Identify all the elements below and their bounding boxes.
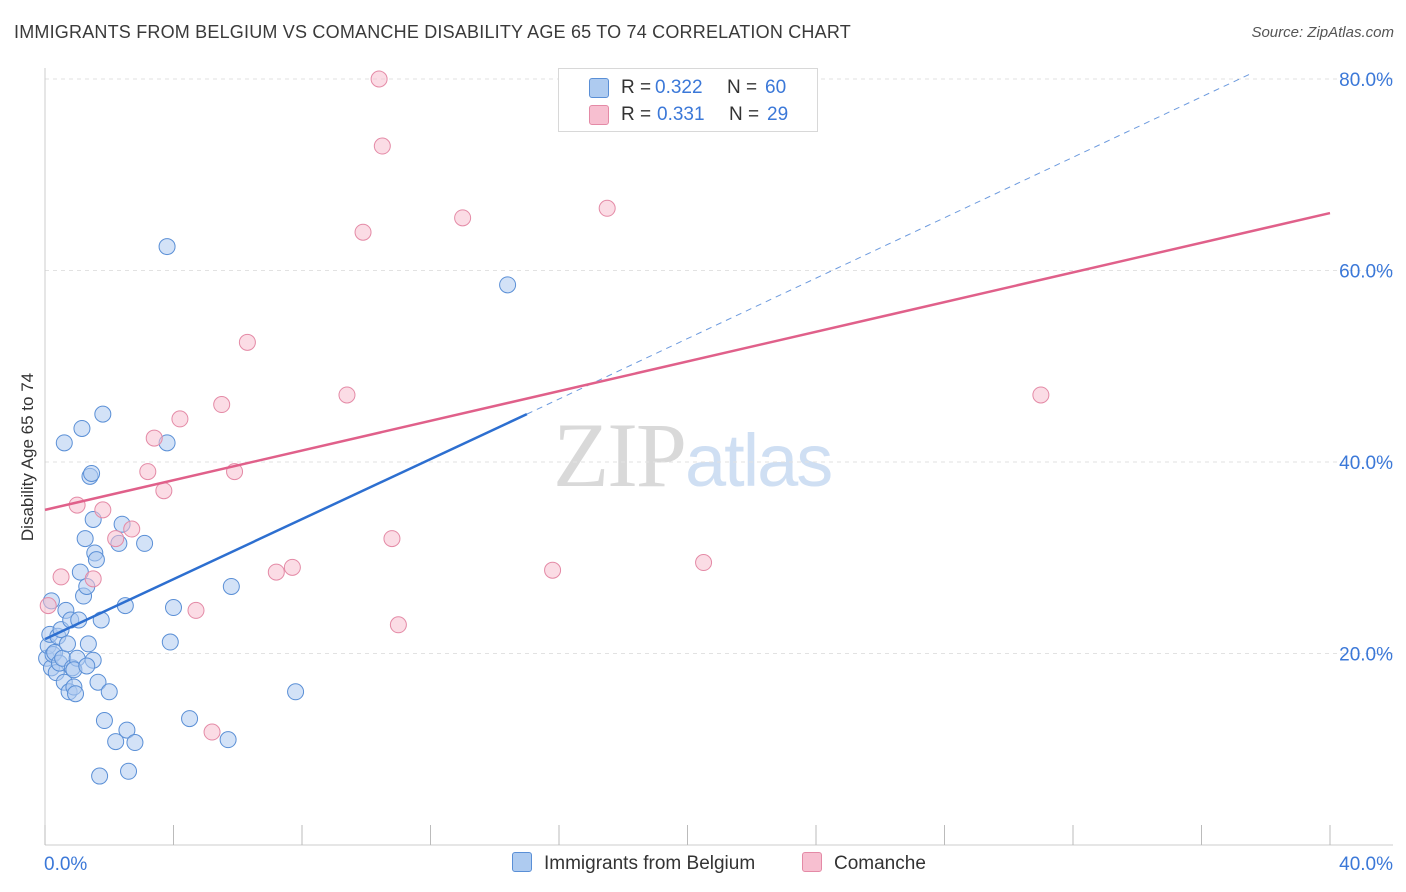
belgium-point — [91, 767, 109, 785]
watermark: ZIPatlas — [553, 402, 833, 508]
belgium-point — [158, 238, 176, 256]
comanche-point — [354, 223, 372, 241]
comanche-point — [139, 463, 157, 481]
bottom-legend-label: Comanche — [834, 853, 926, 874]
comanche-point — [39, 597, 57, 615]
belgium-point — [126, 734, 144, 752]
belgium-point — [499, 276, 517, 294]
belgium-point — [222, 577, 240, 595]
comanche-point — [68, 496, 86, 514]
legend-swatch-pink — [589, 105, 609, 125]
belgium-point — [67, 685, 85, 703]
belgium-point — [287, 683, 305, 701]
comanche-point — [107, 530, 125, 548]
belgium-point — [87, 551, 105, 569]
legend-r-value: 0.331 — [657, 104, 705, 125]
legend-r-value: 0.322 — [655, 77, 703, 98]
source-label: Source: ZipAtlas.com — [1251, 24, 1394, 41]
belgium-point — [100, 683, 118, 701]
legend-n-value: 60 — [765, 77, 787, 98]
belgium-trend-line — [44, 412, 528, 641]
y-tick-label: 20.0% — [1339, 645, 1393, 666]
comanche-point — [338, 386, 356, 404]
bottom-legend-swatch-pink — [802, 852, 822, 872]
y-tick-label: 80.0% — [1339, 70, 1393, 91]
x-tick-label: 0.0% — [44, 854, 87, 875]
legend-row-belgium: R = 0.322 N = 60 — [559, 73, 817, 101]
comanche-point — [84, 570, 102, 588]
comanche-point — [203, 723, 221, 741]
comanche-point — [267, 563, 285, 581]
belgium-point — [73, 419, 91, 437]
legend-n-label: N = — [729, 104, 760, 125]
y-tick-label: 40.0% — [1339, 453, 1393, 474]
comanche-point — [695, 554, 713, 572]
watermark-atlas: atlas — [685, 419, 833, 502]
belgium-point — [58, 635, 76, 653]
belgium-point — [219, 731, 237, 749]
legend-r-label: R = — [621, 104, 652, 125]
comanche-point — [1032, 386, 1050, 404]
belgium-point — [136, 534, 154, 552]
comanche-point — [145, 429, 163, 447]
comanche-point — [454, 209, 472, 227]
x-tick-label: 40.0% — [1339, 854, 1393, 875]
bottom-legend-belgium: Immigrants from Belgium — [512, 852, 755, 875]
bottom-legend-swatch-blue — [512, 852, 532, 872]
comanche-point — [52, 568, 70, 586]
belgium-point — [120, 762, 138, 780]
belgium-point — [79, 635, 97, 653]
comanche-point — [155, 482, 173, 500]
correlation-legend: R = 0.322 N = 60 R = 0.331 N = 29 — [558, 68, 818, 132]
belgium-point — [83, 464, 101, 482]
legend-n-label: N = — [727, 77, 758, 98]
comanche-point — [370, 70, 388, 88]
comanche-point — [389, 616, 407, 634]
comanche-point — [598, 199, 616, 217]
comanche-point — [383, 530, 401, 548]
y-tick-label: 60.0% — [1339, 262, 1393, 283]
bottom-legend-comanche: Comanche — [802, 852, 926, 875]
comanche-point — [187, 601, 205, 619]
comanche-trend-line — [44, 211, 1331, 512]
comanche-point — [94, 501, 112, 519]
legend-swatch-blue — [589, 78, 609, 98]
comanche-point — [213, 396, 231, 414]
comanche-point — [123, 520, 141, 538]
belgium-point — [118, 721, 136, 739]
comanche-point — [544, 561, 562, 579]
belgium-point — [181, 710, 199, 728]
legend-row-comanche: R = 0.331 N = 29 — [559, 100, 817, 128]
belgium-point — [78, 657, 96, 675]
chart-title: IMMIGRANTS FROM BELGIUM VS COMANCHE DISA… — [14, 22, 851, 42]
comanche-point — [373, 137, 391, 155]
comanche-point — [238, 333, 256, 351]
belgium-point — [76, 530, 94, 548]
belgium-trend-extension — [526, 73, 1250, 415]
comanche-point — [283, 558, 301, 576]
legend-n-value: 29 — [767, 104, 789, 125]
legend-r-label: R = — [621, 77, 652, 98]
belgium-point — [95, 712, 113, 730]
belgium-point — [55, 434, 73, 452]
y-axis-title: Disability Age 65 to 74 — [18, 373, 37, 541]
belgium-point — [107, 733, 125, 751]
belgium-point — [89, 673, 107, 691]
belgium-point — [161, 633, 179, 651]
belgium-point — [94, 405, 112, 423]
bottom-legend-label: Immigrants from Belgium — [544, 853, 756, 874]
comanche-point — [171, 410, 189, 428]
watermark-zip: ZIP — [553, 404, 687, 506]
belgium-point — [165, 599, 182, 617]
